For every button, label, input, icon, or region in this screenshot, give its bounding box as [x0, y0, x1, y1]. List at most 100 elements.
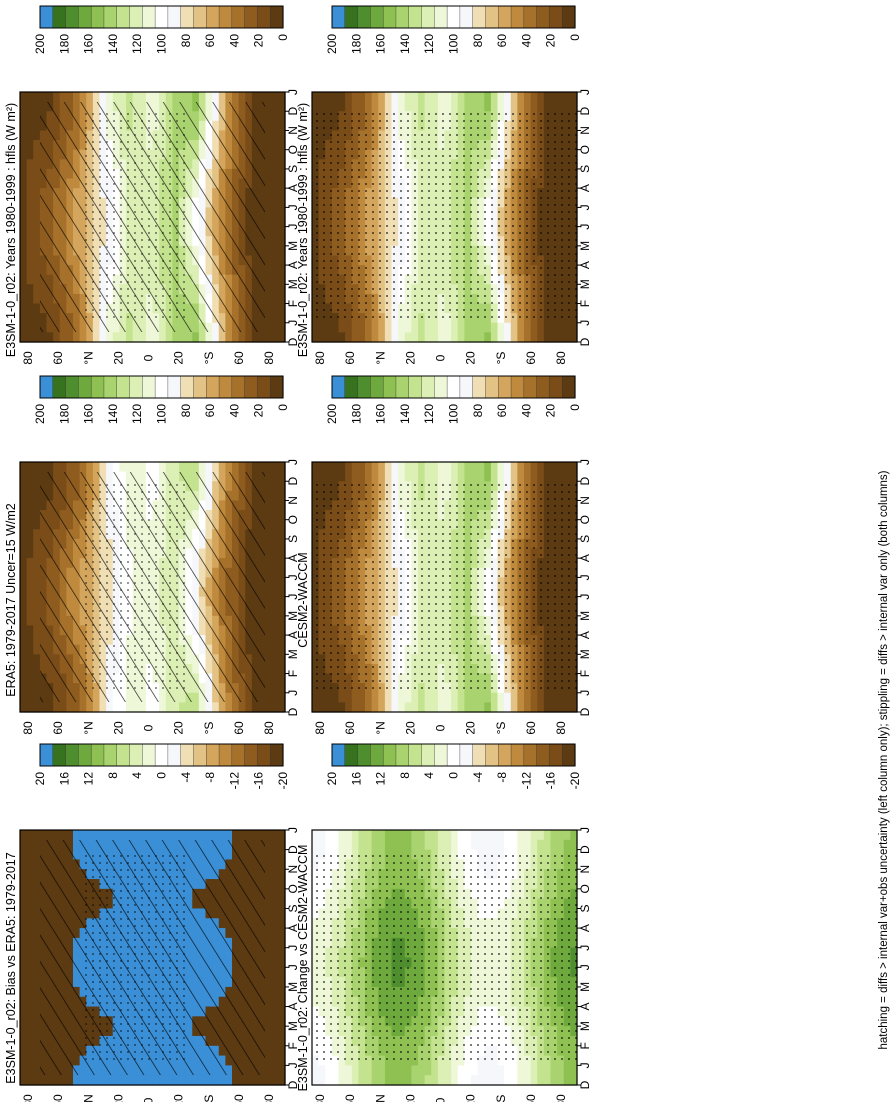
heatmap-cell [20, 558, 28, 569]
heatmap-cell [20, 313, 28, 324]
heatmap-cell [165, 1075, 173, 1086]
heatmap-cell [265, 587, 273, 598]
colorbar-swatch [167, 375, 182, 399]
colorbar-tick-label: 120 [130, 404, 144, 424]
heatmap-cell [271, 471, 279, 482]
heatmap-cell [271, 490, 279, 502]
heatmap-cell [484, 471, 492, 482]
x-tick-label: M [286, 611, 300, 621]
x-tick-label: N [578, 126, 592, 135]
heatmap-cell [205, 462, 213, 473]
x-tick-label: J [286, 224, 300, 230]
heatmap-cell [112, 702, 120, 713]
heatmap-cell [33, 490, 41, 502]
heatmap-cell [278, 284, 286, 295]
colorbar-frame [39, 5, 284, 29]
heatmap-cell [365, 92, 373, 103]
heatmap-cell [20, 928, 28, 939]
heatmap-cell [33, 519, 41, 530]
stippling-overlay [80, 112, 186, 322]
heatmap-cell [271, 1035, 279, 1047]
heatmap-cell [26, 510, 34, 521]
heatmap-cell [265, 303, 273, 314]
heatmap-cell [20, 236, 28, 247]
heatmap-cell [20, 1026, 28, 1037]
heatmap-cell [33, 120, 41, 132]
heatmap-cell [265, 293, 273, 305]
heatmap-cell [278, 996, 286, 1008]
heatmap-cell [205, 332, 213, 343]
heatmap-cell [278, 849, 286, 861]
heatmap-cell [444, 471, 452, 482]
x-tick-label: M [286, 1021, 300, 1031]
heatmap-cell [20, 908, 28, 919]
colorbar-swatch [382, 5, 397, 29]
heatmap-cell [424, 101, 432, 112]
heatmap-cell [418, 332, 426, 343]
heatmap-cell [265, 178, 273, 189]
heatmap-cell [20, 197, 28, 208]
heatmap-cell [20, 702, 28, 713]
heatmap-cell [318, 322, 326, 333]
heatmap-cell [46, 1075, 54, 1086]
heatmap-cell [245, 1075, 253, 1086]
x-tick-label: J [286, 690, 300, 696]
y-tick-label: 80 [21, 1094, 35, 1102]
heatmap-cell [79, 92, 87, 103]
heatmap-cell [132, 332, 140, 343]
colorbar-swatch [167, 743, 182, 767]
heatmap-cell [20, 596, 28, 607]
heatmap-cell [86, 332, 94, 343]
heatmap-cell [271, 293, 279, 305]
heatmap-cell [278, 957, 286, 968]
heatmap-cell [33, 481, 41, 492]
colorbar-tick-label: 20 [33, 772, 47, 786]
heatmap-cell [152, 332, 160, 343]
heatmap-cell [139, 92, 147, 103]
heatmap-cell [278, 702, 286, 713]
heatmap-cell [165, 462, 173, 473]
heatmap-cell [33, 168, 41, 180]
heatmap-cell [26, 937, 34, 949]
heatmap-cell [265, 839, 273, 851]
heatmap-cell [198, 702, 207, 713]
heatmap-cell [225, 462, 233, 473]
heatmap-cell [20, 255, 28, 266]
heatmap-cell [331, 92, 340, 103]
heatmap-cell [517, 101, 525, 112]
heatmap-cell [371, 92, 379, 103]
x-tick-label: J [286, 1062, 300, 1068]
colorbar-swatch [231, 5, 246, 29]
heatmap-cell [325, 332, 333, 343]
heatmap-cell [265, 500, 273, 511]
heatmap-cell [20, 178, 28, 189]
heatmap-cell [358, 471, 366, 482]
heatmap-cell [33, 130, 41, 141]
y-tick-label: 20 [111, 721, 125, 735]
stippling-overlay [80, 482, 186, 692]
heatmap-cell [152, 1075, 160, 1086]
heatmap-cell [265, 654, 273, 665]
heatmap-cell [33, 692, 41, 703]
heatmap-cell [53, 1075, 61, 1086]
heatmap-cell [278, 1065, 286, 1076]
heatmap-cell [271, 149, 279, 160]
heatmap-cell [198, 1075, 207, 1086]
heatmap-cell [165, 92, 173, 103]
heatmap-cell [271, 500, 279, 511]
y-tick-label: 60 [51, 721, 65, 735]
heatmap-cell [33, 625, 41, 636]
heatmap-cell [59, 830, 67, 841]
heatmap-cell [278, 683, 286, 694]
heatmap-cell [265, 908, 273, 919]
heatmap-cell [271, 888, 279, 900]
heatmap-cell [126, 92, 134, 103]
heatmap-cell [20, 888, 28, 900]
heatmap-cell [530, 322, 538, 333]
heatmap-cell [265, 928, 273, 939]
heatmap-cell [251, 332, 260, 343]
heatmap-cell [39, 830, 48, 841]
heatmap-cell [26, 625, 34, 636]
colorbar-swatch [485, 5, 499, 29]
